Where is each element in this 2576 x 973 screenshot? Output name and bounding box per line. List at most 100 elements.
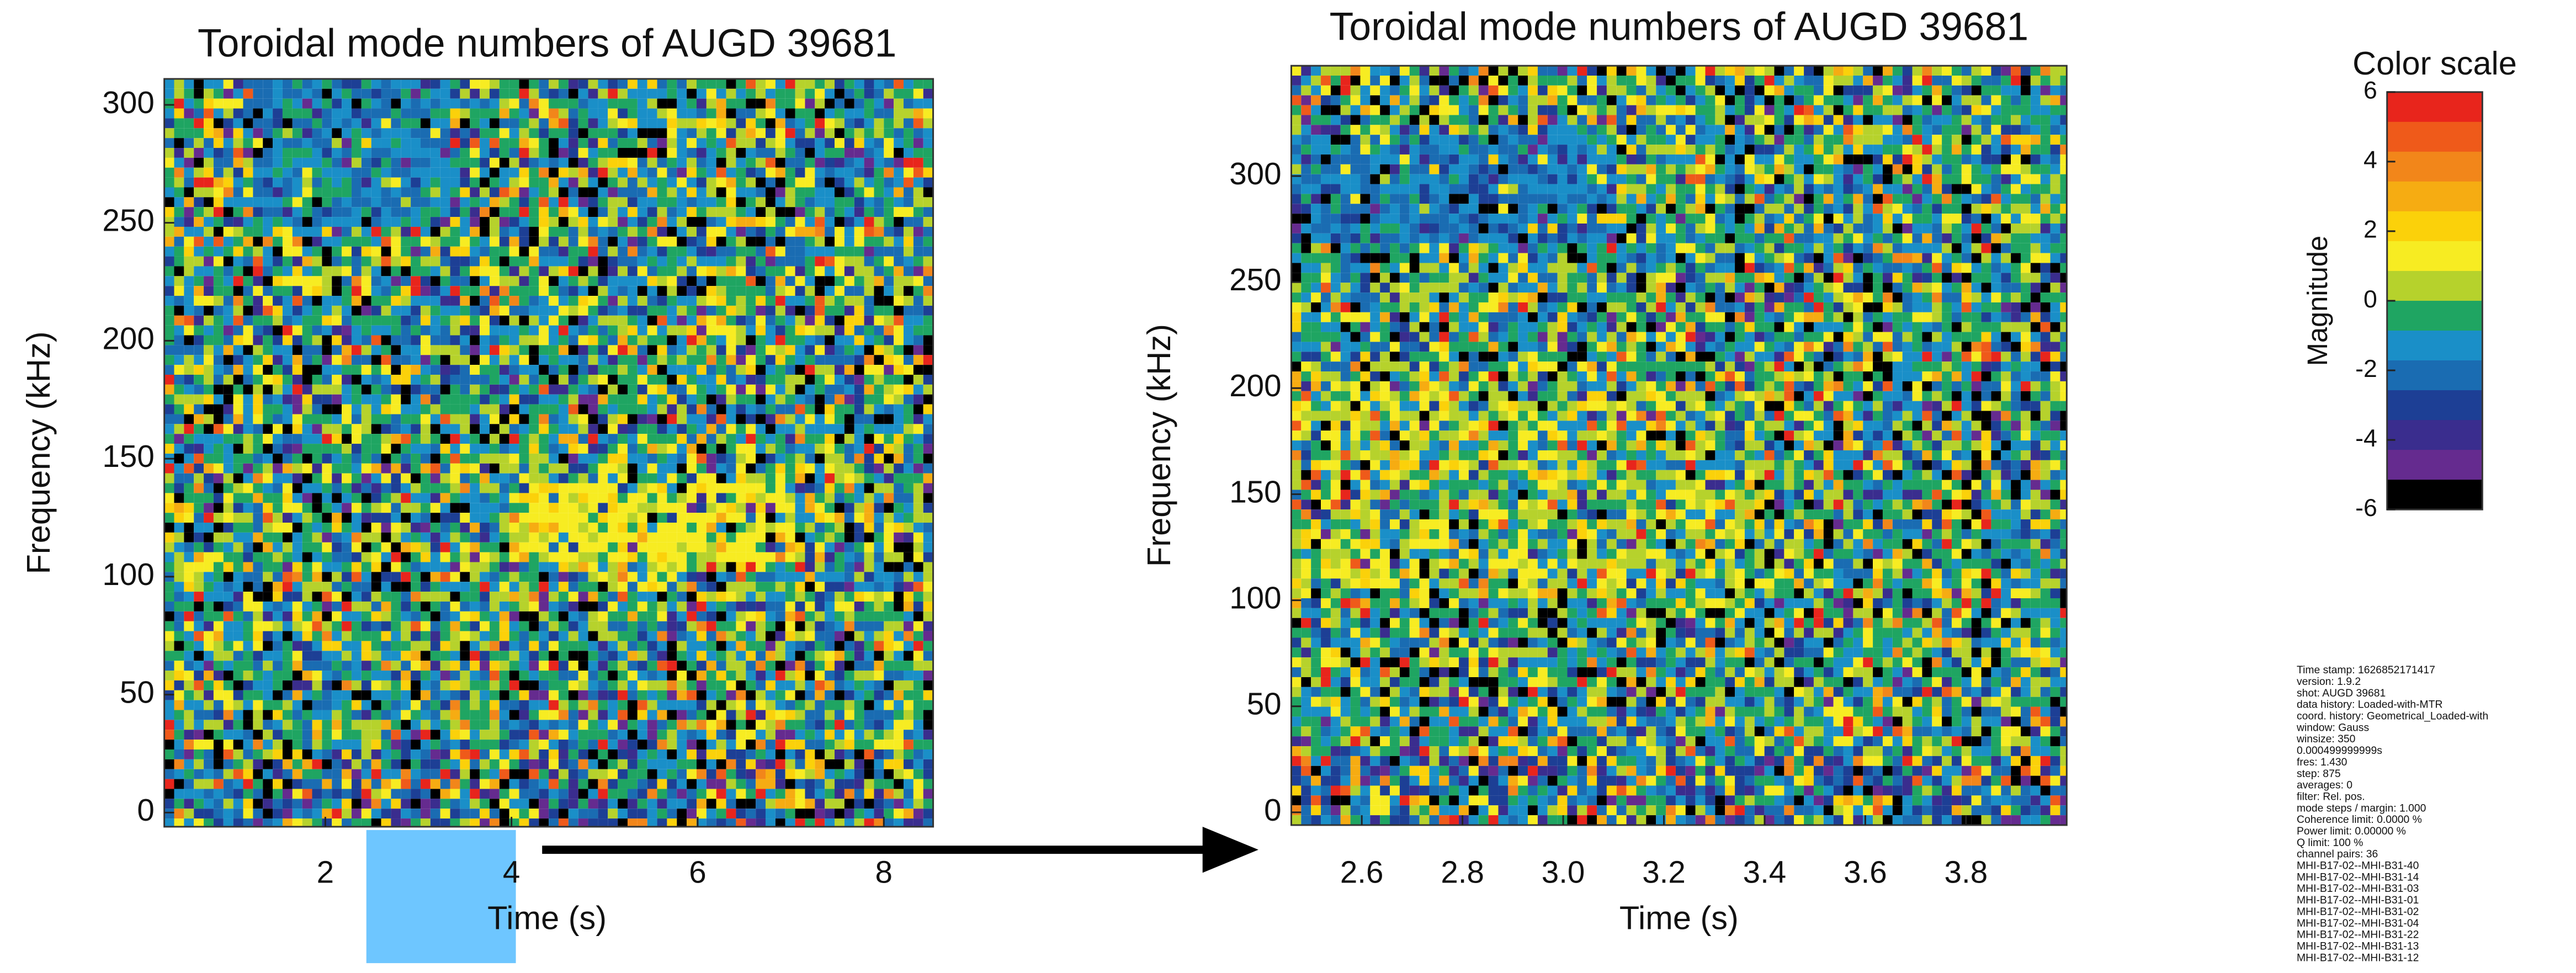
heatmap-cell: [440, 700, 450, 710]
heatmap-cell: [509, 523, 519, 533]
heatmap-cell: [539, 207, 549, 217]
heatmap-cell: [362, 227, 371, 237]
heatmap-cell: [421, 582, 431, 592]
heatmap-cell: [312, 375, 322, 385]
heatmap-cell: [746, 552, 756, 562]
heatmap-cell: [322, 178, 332, 188]
heatmap-cell: [549, 533, 559, 543]
heatmap-cell: [411, 474, 421, 483]
heatmap-cell: [273, 148, 283, 158]
heatmap-cell: [835, 671, 844, 680]
heatmap-cell: [736, 217, 746, 227]
heatmap-cell: [874, 336, 884, 345]
heatmap-cell: [391, 197, 401, 207]
heatmap-cell: [874, 247, 884, 257]
heatmap-cell: [401, 503, 411, 513]
heatmap-cell: [884, 296, 894, 306]
heatmap-cell: [884, 543, 894, 552]
heatmap-cell: [913, 227, 923, 237]
heatmap-cell: [440, 661, 450, 671]
heatmap-cell: [716, 217, 726, 227]
heatmap-cell: [174, 365, 184, 375]
heatmap-cell: [431, 592, 440, 602]
heatmap-cell: [913, 582, 923, 592]
heatmap-cell: [549, 405, 559, 414]
heatmap-cell: [283, 444, 293, 454]
heatmap-cell: [509, 197, 519, 207]
heatmap-cell: [214, 138, 224, 148]
heatmap-cell: [913, 207, 923, 217]
heatmap-cell: [923, 424, 933, 434]
heatmap-cell: [450, 187, 460, 197]
heatmap-cell: [844, 690, 854, 700]
heatmap-cell: [460, 592, 470, 602]
heatmap-cell: [302, 276, 312, 286]
heatmap-cell: [716, 434, 726, 444]
heatmap-cell: [677, 533, 687, 543]
heatmap-cell: [293, 592, 302, 602]
heatmap-cell: [332, 680, 342, 690]
heatmap-cell: [894, 651, 904, 661]
heatmap-cell: [322, 602, 332, 612]
heatmap-cell: [844, 237, 854, 247]
heatmap-cell: [864, 523, 874, 533]
heatmap-cell: [174, 690, 184, 700]
heatmap-cell: [539, 602, 549, 612]
heatmap-cell: [371, 227, 381, 237]
heatmap-cell: [766, 513, 776, 523]
heatmap-cell: [332, 434, 342, 444]
heatmap-cell: [421, 592, 431, 602]
heatmap-cell: [509, 247, 519, 257]
heatmap-cell: [559, 405, 569, 414]
heatmap-cell: [204, 286, 214, 296]
heatmap-cell: [362, 336, 371, 345]
heatmap-cell: [647, 444, 657, 454]
heatmap-cell: [253, 148, 263, 158]
heatmap-cell: [756, 306, 766, 316]
heatmap-cell: [785, 592, 795, 602]
heatmap-cell: [894, 483, 904, 493]
heatmap-cell: [243, 316, 253, 326]
heatmap-cell: [736, 138, 746, 148]
heatmap-cell: [440, 395, 450, 405]
heatmap-cell: [332, 493, 342, 503]
heatmap-cell: [470, 227, 480, 237]
heatmap-cell: [815, 602, 825, 612]
heatmap-cell: [864, 503, 874, 513]
heatmap-cell: [500, 661, 509, 671]
heatmap-cell: [362, 395, 371, 405]
heatmap-cell: [371, 355, 381, 365]
heatmap-cell: [342, 197, 352, 207]
heatmap-cell: [578, 257, 588, 267]
heatmap-cell: [864, 385, 874, 395]
heatmap-cell: [697, 197, 707, 207]
heatmap-cell: [805, 306, 815, 316]
heatmap-cell: [795, 365, 805, 375]
heatmap-cell: [440, 237, 450, 247]
heatmap-cell: [431, 671, 440, 680]
heatmap-cell: [569, 572, 578, 582]
heatmap-cell: [687, 306, 697, 316]
heatmap-cell: [588, 602, 598, 612]
heatmap-cell: [578, 345, 588, 355]
heatmap-cell: [421, 237, 431, 247]
heatmap-cell: [588, 336, 598, 345]
heatmap-cell: [815, 690, 825, 700]
heatmap-cell: [283, 641, 293, 651]
heatmap-cell: [253, 375, 263, 385]
heatmap-cell: [184, 375, 194, 385]
heatmap-cell: [756, 207, 766, 217]
heatmap-cell: [440, 405, 450, 414]
heatmap-cell: [224, 89, 233, 99]
heatmap-cell: [588, 503, 598, 513]
heatmap-cell: [371, 326, 381, 336]
heatmap-cell: [697, 424, 707, 434]
heatmap-cell: [362, 286, 371, 296]
heatmap-cell: [913, 79, 923, 89]
heatmap-cell: [322, 187, 332, 197]
heatmap-cell: [598, 414, 608, 424]
heatmap-cell: [578, 444, 588, 454]
heatmap-cell: [638, 523, 647, 533]
heatmap-cell: [805, 641, 815, 651]
heatmap-cell: [559, 178, 569, 188]
